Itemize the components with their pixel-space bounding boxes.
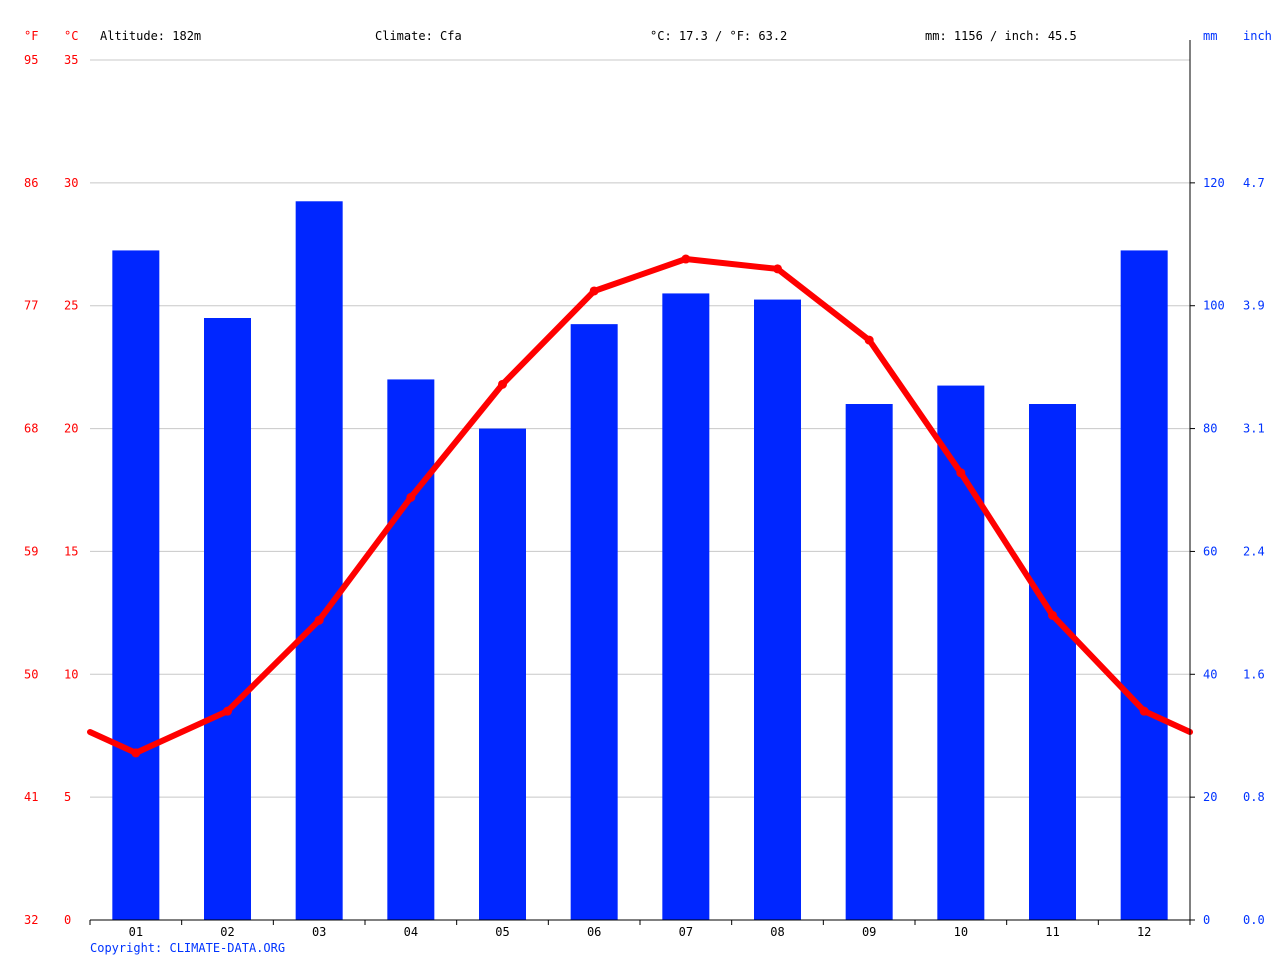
inch-unit-label: inch bbox=[1243, 29, 1272, 43]
inch-tick-label: 1.6 bbox=[1243, 667, 1265, 681]
precipitation-axis-labels: 0 0.0 20 0.8 40 1.6 60 2.4 80 3.1 100 3.9 120 4.7 bbox=[1203, 176, 1265, 927]
temperature-point bbox=[1139, 706, 1149, 716]
celsius-unit-label: °C bbox=[64, 29, 78, 43]
fahrenheit-tick-label: 86 bbox=[24, 176, 38, 190]
temperature-point bbox=[406, 492, 416, 502]
copyright-link[interactable]: Copyright: CLIMATE-DATA.ORG bbox=[90, 941, 285, 955]
precipitation-bar bbox=[754, 299, 801, 921]
precipitation-bar bbox=[295, 201, 343, 921]
month-tick-label: 02 bbox=[220, 925, 234, 939]
temperature-point bbox=[681, 254, 691, 264]
inch-tick-label: 3.9 bbox=[1243, 299, 1265, 313]
fahrenheit-tick-label: 68 bbox=[24, 422, 38, 436]
fahrenheit-tick-label: 32 bbox=[24, 913, 38, 927]
temperature-point bbox=[1048, 610, 1057, 620]
precipitation-bar bbox=[112, 250, 160, 920]
mm-tick-label: 80 bbox=[1203, 422, 1217, 436]
celsius-tick-label: 35 bbox=[64, 53, 78, 67]
month-tick-label: 03 bbox=[312, 925, 326, 939]
gridlines bbox=[90, 59, 1190, 798]
temperature-point bbox=[498, 379, 507, 389]
temperature-point bbox=[131, 748, 141, 758]
average-temperature-label: °C: 17.3 / °F: 63.2 bbox=[650, 29, 787, 43]
month-tick-label: 10 bbox=[954, 925, 968, 939]
celsius-tick-label: 15 bbox=[64, 544, 78, 558]
mm-tick-label: 40 bbox=[1203, 667, 1217, 681]
fahrenheit-tick-label: 59 bbox=[24, 544, 38, 558]
celsius-tick-label: 0 bbox=[64, 913, 71, 927]
month-axis-labels: 01 02 03 04 05 06 07 08 09 10 11 12 bbox=[129, 925, 1152, 939]
temperature-point bbox=[589, 286, 599, 296]
month-tick-label: 05 bbox=[495, 925, 509, 939]
climate-label: Climate: Cfa bbox=[375, 29, 462, 43]
temperature-axis-labels: 32 0 41 5 50 10 59 15 68 20 77 25 86 30 95 35 bbox=[24, 53, 78, 927]
precipitation-bar bbox=[479, 428, 526, 920]
fahrenheit-tick-label: 50 bbox=[24, 667, 38, 681]
temperature-point bbox=[314, 615, 324, 625]
month-tick-label: 06 bbox=[587, 925, 601, 939]
precipitation-bar bbox=[845, 404, 893, 920]
temperature-point bbox=[956, 468, 966, 478]
altitude-label: Altitude: 182m bbox=[100, 29, 201, 43]
inch-tick-label: 0.0 bbox=[1243, 913, 1265, 927]
month-tick-label: 08 bbox=[770, 925, 784, 939]
mm-tick-label: 60 bbox=[1203, 544, 1217, 558]
precipitation-bar bbox=[570, 324, 618, 921]
month-tick-label: 11 bbox=[1045, 925, 1059, 939]
temperature-point bbox=[223, 706, 232, 716]
fahrenheit-unit-label: °F bbox=[24, 29, 38, 43]
total-precipitation-label: mm: 1156 / inch: 45.5 bbox=[925, 29, 1077, 43]
precipitation-bars bbox=[112, 201, 1168, 921]
mm-tick-label: 100 bbox=[1203, 299, 1225, 313]
celsius-tick-label: 20 bbox=[64, 422, 78, 436]
precipitation-bar bbox=[204, 318, 251, 920]
inch-tick-label: 0.8 bbox=[1243, 790, 1265, 804]
precipitation-bar bbox=[1120, 250, 1168, 920]
celsius-tick-label: 30 bbox=[64, 176, 78, 190]
inch-tick-label: 4.7 bbox=[1243, 176, 1265, 190]
precipitation-bar bbox=[387, 379, 435, 920]
month-tick-label: 09 bbox=[862, 925, 876, 939]
precipitation-bar bbox=[662, 293, 710, 920]
fahrenheit-tick-label: 41 bbox=[24, 790, 38, 804]
axes bbox=[89, 40, 1195, 925]
temperature-point bbox=[773, 264, 782, 274]
celsius-tick-label: 25 bbox=[64, 299, 78, 313]
celsius-tick-label: 5 bbox=[64, 790, 71, 804]
mm-tick-label: 20 bbox=[1203, 790, 1217, 804]
temperature-line bbox=[87, 254, 1193, 758]
month-tick-label: 04 bbox=[404, 925, 418, 939]
month-tick-label: 01 bbox=[129, 925, 143, 939]
mm-tick-label: 120 bbox=[1203, 176, 1225, 190]
celsius-tick-label: 10 bbox=[64, 667, 78, 681]
fahrenheit-tick-label: 95 bbox=[24, 53, 38, 67]
month-tick-label: 07 bbox=[679, 925, 693, 939]
temperature-series-line bbox=[87, 256, 1193, 756]
precipitation-bar bbox=[1029, 404, 1076, 920]
inch-tick-label: 2.4 bbox=[1243, 544, 1265, 558]
inch-tick-label: 3.1 bbox=[1243, 422, 1265, 436]
fahrenheit-tick-label: 77 bbox=[24, 299, 38, 313]
mm-tick-label: 0 bbox=[1203, 913, 1210, 927]
temperature-point bbox=[864, 335, 874, 345]
precipitation-bar bbox=[937, 385, 985, 921]
month-tick-label: 12 bbox=[1137, 925, 1151, 939]
mm-unit-label: mm bbox=[1203, 29, 1217, 43]
